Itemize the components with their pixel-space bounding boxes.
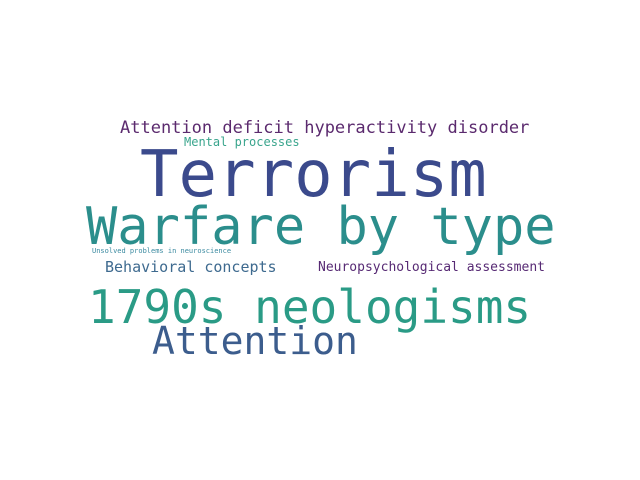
- word-warfare-by-type: Warfare by type: [86, 197, 556, 257]
- word-1790s-neologisms: 1790s neologisms: [88, 280, 532, 334]
- word-mental-processes: Mental processes: [184, 135, 300, 149]
- word-unsolved-problems-in-neuroscience: Unsolved problems in neuroscience: [92, 247, 232, 255]
- word-behavioral-concepts: Behavioral concepts: [105, 258, 277, 276]
- word-neuropsychological-assessment: Neuropsychological assessment: [318, 260, 545, 275]
- word-attention-deficit-hyperactivity-disorder: Attention deficit hyperactivity disorder: [120, 118, 530, 138]
- word-attention: Attention: [152, 319, 358, 363]
- word-terrorism: Terrorism: [140, 138, 487, 212]
